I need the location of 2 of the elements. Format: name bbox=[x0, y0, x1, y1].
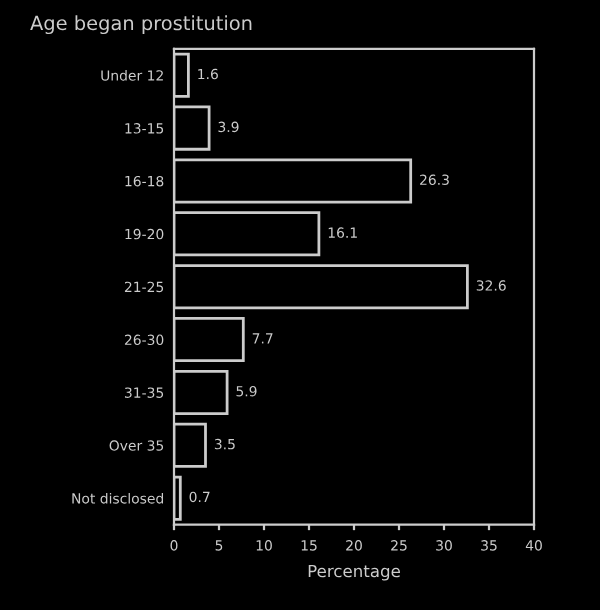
x-axis-title: Percentage bbox=[308, 564, 400, 581]
chart-title: Age began prostitution bbox=[30, 15, 252, 35]
